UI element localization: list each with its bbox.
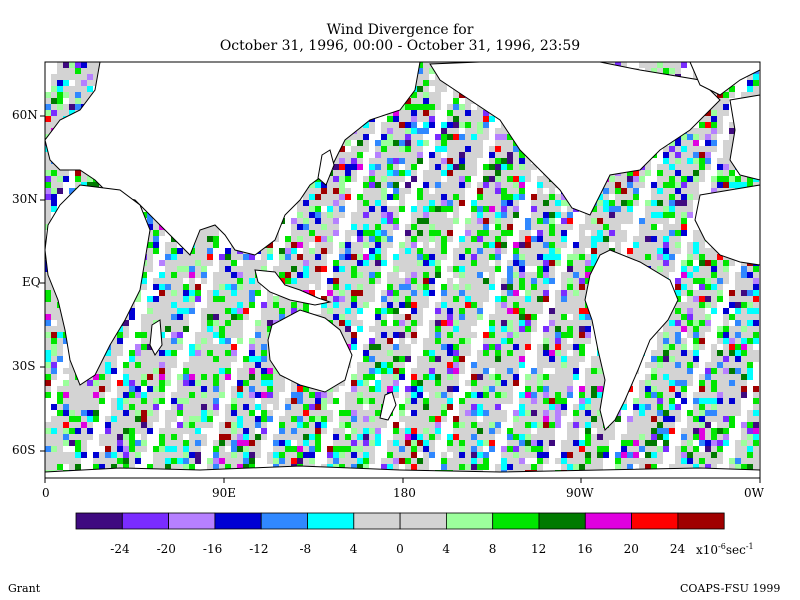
colorbar-tick-label: 0 [396,542,404,556]
south-america-land [584,249,679,431]
lon-label-180: 180 [393,486,416,500]
colorbar-unit: x10-6sec-1 [696,542,754,557]
colorbar-tick-label: -24 [110,542,130,556]
colorbar-swatch [677,512,725,530]
colorbar-swatch [445,512,494,530]
colorbar-tick-label: 4 [349,542,358,556]
axis-ticks [40,115,761,483]
eurasia-land [44,61,421,256]
colorbar-tick-label: -12 [249,542,269,556]
lat-label-30n: 30N [12,192,38,206]
lon-label-90w: 90W [566,486,594,500]
colorbar-swatch [168,512,216,530]
colorbar-tick-label: 4 [442,542,451,556]
colorbar-tick-label: -16 [202,542,223,556]
japan-land [317,149,335,186]
colorbar-swatch [353,512,401,530]
lat-label-eq: EQ [22,275,41,289]
new-zealand-land [379,391,397,421]
colorbar-swatch [260,512,308,530]
colorbar-tick-label: 20 [623,542,639,556]
colorbar-swatch [584,512,632,530]
colorbar-swatch [75,512,123,530]
lon-label-0w: 0W [744,486,764,500]
land-masses [44,61,761,479]
map-title-line2: October 31, 1996, 00:00 - October 31, 19… [219,38,581,54]
colorbar [75,512,725,530]
lon-label-90e: 90E [212,486,237,500]
madagascar-land [149,319,163,356]
colorbar-tick-label: 24 [669,542,686,556]
colorbar-tick-label: 16 [577,542,593,556]
colorbar-swatch [399,512,447,530]
lon-label-0: 0 [42,486,50,500]
footer-author: Grant [8,582,41,595]
colorbar-swatch [214,512,262,530]
map-title-line1: Wind Divergence for [326,22,474,38]
colorbar-tick-label: -8 [299,542,312,556]
europe-west-land [729,94,761,181]
colorbar-swatch [307,512,355,530]
lat-label-60n: 60N [12,108,38,122]
colorbar-swatch [492,512,540,530]
footer-credit: COAPS-FSU 1999 [680,582,781,595]
colorbar-tick-label: -20 [156,542,176,556]
colorbar-swatch [121,512,170,530]
lat-label-30s: 30S [12,359,36,373]
indonesia-land [254,269,332,306]
colorbar-swatch [538,512,586,530]
lat-label-60s: 60S [12,443,36,457]
colorbar-tick-label: 12 [531,542,547,556]
australia-land [267,309,353,393]
colorbar-swatch [631,512,679,530]
colorbar-tick-label: 8 [488,542,497,556]
